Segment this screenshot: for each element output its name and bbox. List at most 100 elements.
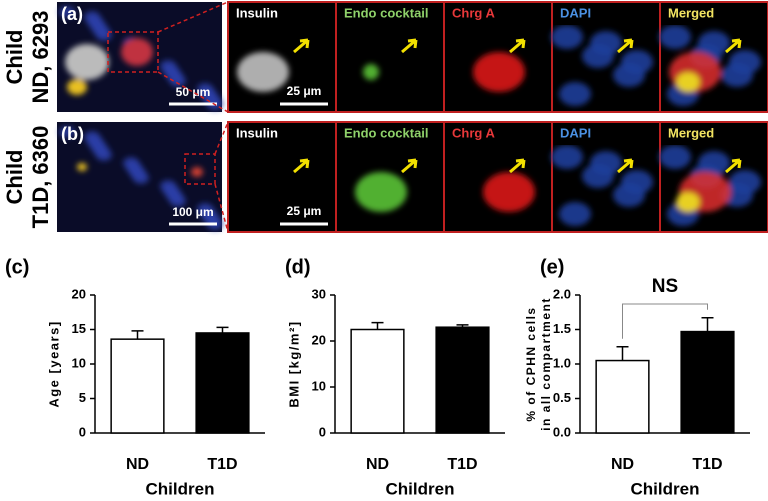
y-tick-label: 1.5 [553, 321, 571, 336]
arrow [401, 158, 418, 174]
nucleus [197, 83, 213, 95]
stain [473, 52, 525, 92]
x-axis-label: Children [386, 479, 455, 498]
nucleus [559, 82, 591, 106]
y-tick-label: 10 [72, 355, 86, 370]
arrow [509, 158, 526, 174]
row-label: Child [2, 30, 27, 85]
channel-label-bar [553, 3, 659, 25]
y-tick-label: 0.0 [553, 424, 571, 439]
nucleus [621, 170, 653, 194]
channel-label-bar [229, 3, 335, 25]
x-tick-label: T1D [447, 456, 477, 473]
nucleus [160, 180, 176, 192]
channel-label: Chrg A [452, 5, 495, 20]
x-tick-label: ND [126, 456, 149, 473]
bar-chart: (c) Age [years] 0 5 10 15 20 ND T1D Children [5, 256, 265, 498]
bar [110, 338, 165, 434]
error-bar [216, 326, 229, 333]
channel-label-bar [337, 123, 443, 145]
bar-chart: (d) BMI [kg/m²] 0 10 20 30 ND T1D Children [285, 256, 505, 498]
arrow [293, 158, 310, 174]
cell [121, 38, 153, 66]
annotation: NS [652, 276, 678, 297]
stain-blob [237, 52, 289, 92]
stain [355, 172, 407, 212]
panel-label: (b) [61, 124, 84, 144]
scale-label: 50 μm [176, 85, 211, 99]
y-tick-label: 20 [72, 286, 86, 301]
bar [350, 328, 405, 434]
x-axis-label: Children [631, 479, 700, 498]
y-tick-label: 0 [79, 424, 86, 439]
cell [65, 44, 109, 80]
channel-label: Endo cocktail [344, 5, 429, 20]
cell [77, 163, 87, 171]
arrow [617, 158, 634, 174]
y-tick-label: 0.5 [553, 390, 571, 405]
scale-label: 25 μm [287, 204, 322, 218]
nucleus [160, 60, 176, 72]
nucleus [59, 6, 75, 18]
nucleus [551, 25, 583, 49]
image-row: Child ND, 6293 (a) 50 μm Insulin 25 μm Endo co… [2, 1, 768, 113]
arrow [509, 38, 526, 54]
x-axis-label: Children [146, 479, 215, 498]
y-tick-label: 0 [319, 424, 326, 439]
y-tick-label: 30 [312, 286, 326, 301]
arrow [617, 38, 634, 54]
error-bar [131, 330, 144, 340]
cell [191, 167, 203, 177]
significance-bracket [622, 303, 708, 339]
zoom-box [184, 153, 216, 185]
row-label: Child [2, 150, 27, 205]
channel-label: DAPI [560, 125, 591, 140]
x-tick-label: T1D [692, 456, 722, 473]
channel-label: Insulin [236, 5, 278, 20]
y-tick-label: 2.0 [553, 286, 571, 301]
error-bar [371, 321, 384, 330]
bar [195, 332, 250, 434]
channel-label-bar [445, 3, 551, 25]
channel-label-bar [661, 3, 767, 25]
stain [237, 52, 289, 92]
nucleus [729, 50, 761, 74]
nucleus [659, 145, 691, 169]
stain-blob [676, 192, 700, 212]
arrow [725, 158, 742, 174]
bar [595, 359, 650, 434]
error-bar [701, 317, 714, 332]
stain-blob [473, 52, 525, 92]
stain [483, 172, 535, 212]
channel-label: Merged [668, 125, 714, 140]
channel-label-bar [661, 123, 767, 145]
nucleus [590, 31, 622, 55]
nucleus [590, 151, 622, 175]
row-label: T1D, 6360 [28, 126, 53, 229]
nucleus [659, 25, 691, 49]
nucleus [59, 126, 75, 138]
y-axis-label: % of CPHN cells [524, 306, 538, 421]
x-tick-label: T1D [207, 456, 237, 473]
channel-label-bar [553, 123, 659, 145]
x-tick-label: ND [611, 456, 634, 473]
nucleus [84, 131, 100, 143]
channel-label-bar [229, 123, 335, 145]
channel-label: Insulin [236, 125, 278, 140]
stain [659, 25, 761, 106]
zoom-line [214, 121, 229, 155]
error-bar [616, 346, 629, 361]
channel-label-bar [445, 123, 551, 145]
stain-blob [363, 64, 379, 80]
nucleus [84, 11, 100, 23]
scale-label: 100 μm [172, 205, 213, 219]
zoom-box [107, 31, 159, 73]
bar [435, 326, 490, 434]
stain-blob [483, 172, 535, 212]
nucleus [698, 151, 730, 175]
nucleus [729, 170, 761, 194]
stain [551, 145, 653, 226]
